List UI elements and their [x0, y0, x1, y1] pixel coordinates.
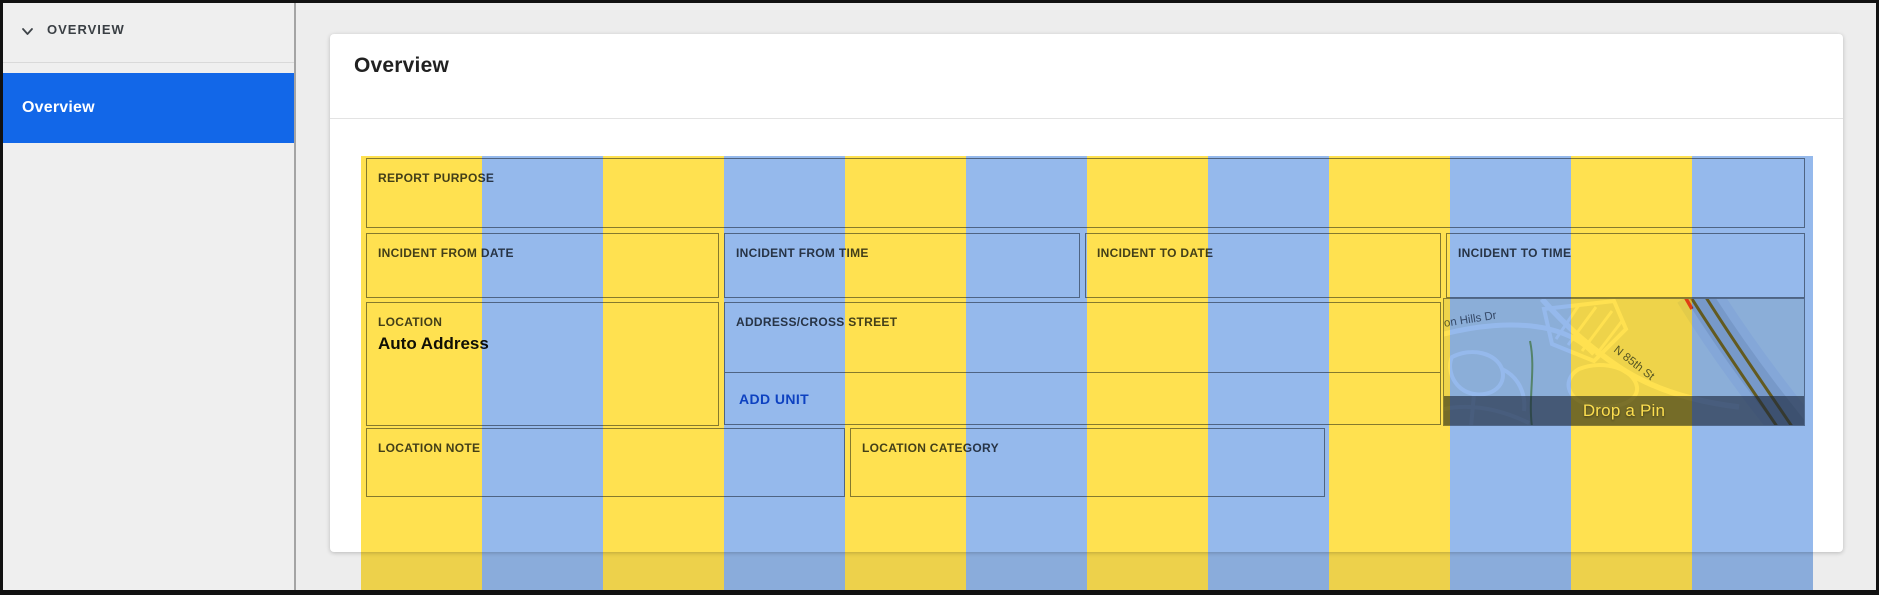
- incident-to-date-field[interactable]: INCIDENT TO DATE: [1085, 233, 1441, 298]
- location-note-field[interactable]: LOCATION NOTE: [366, 428, 845, 497]
- field-label: INCIDENT TO DATE: [1097, 246, 1214, 260]
- field-label: LOCATION: [378, 315, 443, 329]
- field-label: INCIDENT TO TIME: [1458, 246, 1572, 260]
- drop-a-pin-button[interactable]: Drop a Pin: [1444, 396, 1804, 425]
- add-unit-link[interactable]: ADD UNIT: [739, 390, 810, 407]
- app-screen: OVERVIEW Overview Overview REPORT PURPOS…: [3, 3, 1876, 590]
- field-label: INCIDENT FROM TIME: [736, 246, 869, 260]
- location-field[interactable]: LOCATION Auto Address: [366, 302, 719, 426]
- chevron-down-icon: [22, 28, 33, 35]
- field-label: LOCATION CATEGORY: [862, 441, 999, 455]
- location-category-field[interactable]: LOCATION CATEGORY: [850, 428, 1325, 497]
- page-title: Overview: [354, 54, 449, 77]
- report-purpose-field[interactable]: REPORT PURPOSE: [366, 158, 1805, 228]
- overview-panel: Overview REPORT PURPOSE INCIDENT FROM DA…: [330, 34, 1843, 552]
- incident-to-time-field[interactable]: INCIDENT TO TIME: [1446, 233, 1805, 298]
- sidebar-section-label: OVERVIEW: [47, 22, 125, 37]
- address-cross-street-field[interactable]: ADDRESS/CROSS STREET: [724, 302, 1441, 373]
- sidebar-item-label: Overview: [22, 99, 95, 116]
- sidebar-section-header[interactable]: OVERVIEW: [3, 3, 294, 63]
- add-unit-cell: ADD UNIT: [724, 372, 1441, 425]
- panel-divider: [330, 118, 1843, 119]
- field-label: INCIDENT FROM DATE: [378, 246, 514, 260]
- field-label: REPORT PURPOSE: [378, 171, 495, 185]
- location-map[interactable]: ion Hills Dr N 85th St Drop a Pin: [1443, 298, 1805, 426]
- incident-from-time-field[interactable]: INCIDENT FROM TIME: [724, 233, 1080, 298]
- location-value: Auto Address: [378, 334, 489, 353]
- incident-from-date-field[interactable]: INCIDENT FROM DATE: [366, 233, 719, 298]
- sidebar: OVERVIEW Overview: [3, 3, 296, 590]
- field-label: ADDRESS/CROSS STREET: [736, 315, 898, 329]
- field-label: LOCATION NOTE: [378, 441, 481, 455]
- sidebar-item-overview[interactable]: Overview: [3, 73, 294, 143]
- drop-a-pin-label: Drop a Pin: [1582, 400, 1666, 420]
